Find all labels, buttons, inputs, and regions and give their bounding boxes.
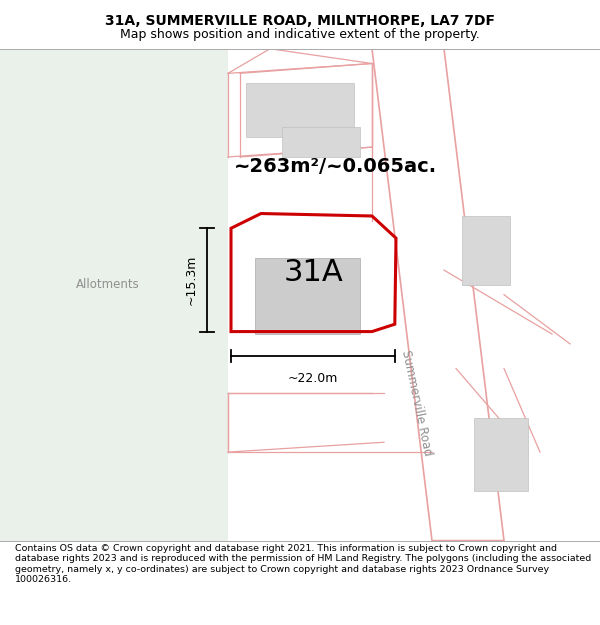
Bar bbox=[282, 127, 360, 157]
Text: ~15.3m: ~15.3m bbox=[185, 255, 198, 305]
Text: 31A: 31A bbox=[284, 258, 343, 287]
Text: ~263m²/~0.065ac.: ~263m²/~0.065ac. bbox=[234, 158, 437, 176]
Text: 31A, SUMMERVILLE ROAD, MILNTHORPE, LA7 7DF: 31A, SUMMERVILLE ROAD, MILNTHORPE, LA7 7… bbox=[105, 14, 495, 28]
Text: Map shows position and indicative extent of the property.: Map shows position and indicative extent… bbox=[120, 28, 480, 41]
Bar bbox=[255, 258, 360, 334]
Text: Contains OS data © Crown copyright and database right 2021. This information is : Contains OS data © Crown copyright and d… bbox=[15, 544, 591, 584]
Bar bbox=[474, 418, 528, 491]
Text: Summerville Road: Summerville Road bbox=[400, 349, 434, 457]
Text: ~22.0m: ~22.0m bbox=[288, 372, 338, 385]
Polygon shape bbox=[372, 49, 504, 541]
Bar bbox=[246, 83, 354, 138]
Text: Allotments: Allotments bbox=[76, 278, 140, 291]
Bar bbox=[462, 216, 510, 285]
Bar bbox=[0, 49, 228, 541]
